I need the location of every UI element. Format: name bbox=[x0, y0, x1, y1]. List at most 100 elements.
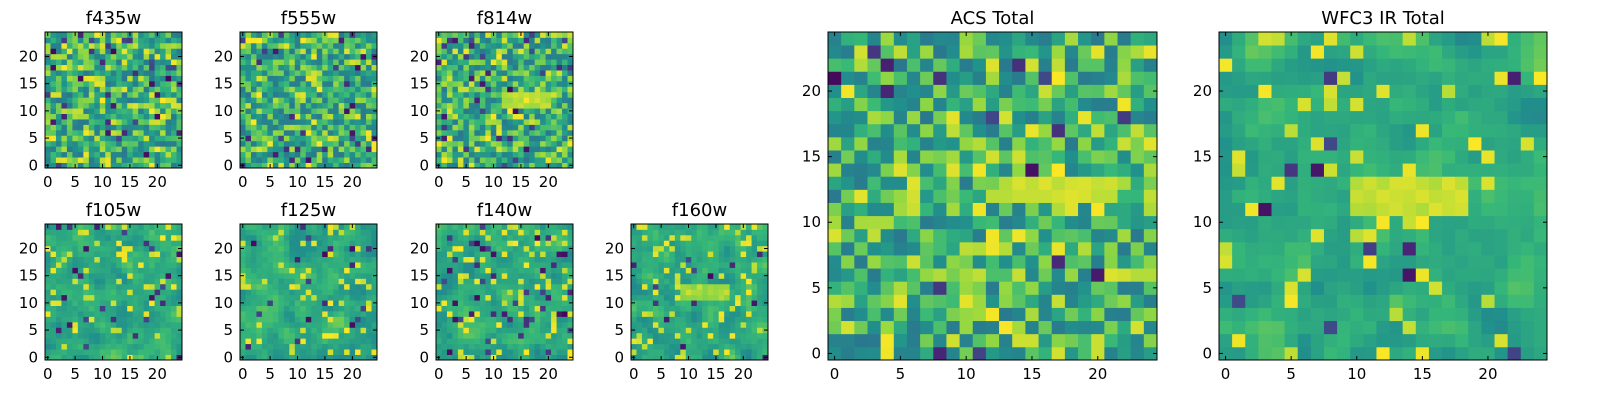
heatmap-cell bbox=[132, 262, 139, 268]
heatmap-cell bbox=[854, 281, 868, 295]
heatmap-cell bbox=[507, 75, 514, 82]
heatmap-cell bbox=[165, 37, 172, 44]
heatmap-cell bbox=[322, 157, 329, 163]
heatmap-cell bbox=[121, 321, 128, 328]
heatmap-cell bbox=[261, 86, 268, 93]
heatmap-cell bbox=[713, 267, 720, 274]
heatmap-cell bbox=[154, 53, 161, 60]
heatmap-cell bbox=[685, 349, 692, 355]
heatmap-cell bbox=[245, 294, 252, 301]
heatmap-cell bbox=[567, 278, 574, 285]
heatmap-cell bbox=[272, 245, 279, 252]
heatmap-cell bbox=[245, 349, 252, 355]
heatmap-cell bbox=[457, 316, 464, 323]
heatmap-cell bbox=[88, 108, 95, 114]
heatmap-cell bbox=[311, 108, 318, 114]
heatmap-cell bbox=[652, 311, 659, 317]
heatmap-cell bbox=[647, 234, 654, 241]
heatmap-cell bbox=[867, 346, 882, 361]
heatmap-cell bbox=[143, 229, 150, 236]
heatmap-cell bbox=[294, 316, 301, 323]
heatmap-cell bbox=[707, 256, 714, 263]
heatmap-cell bbox=[72, 157, 79, 163]
heatmap-cell bbox=[496, 234, 503, 241]
heatmap-cell bbox=[485, 332, 492, 339]
heatmap-cell bbox=[1143, 320, 1158, 335]
heatmap-cell bbox=[452, 102, 459, 109]
heatmap-cell bbox=[507, 267, 514, 274]
heatmap-cell bbox=[121, 91, 128, 98]
heatmap-cell bbox=[512, 53, 519, 60]
heatmap-cell bbox=[496, 91, 503, 98]
heatmap-cell bbox=[946, 333, 960, 348]
heatmap-cell bbox=[245, 283, 252, 290]
heatmap-cell bbox=[322, 75, 329, 82]
heatmap-cell bbox=[933, 176, 947, 190]
heatmap-cell bbox=[66, 278, 73, 285]
heatmap-cell bbox=[762, 332, 769, 339]
heatmap-cell bbox=[338, 119, 345, 125]
heatmap-cell bbox=[496, 129, 503, 136]
heatmap-cell bbox=[160, 283, 166, 290]
heatmap-cell bbox=[735, 283, 741, 290]
heatmap-cell bbox=[762, 283, 769, 290]
heatmap-cell bbox=[311, 305, 318, 312]
heatmap-cell bbox=[468, 108, 475, 114]
heatmap-cell bbox=[479, 251, 486, 258]
heatmap-cell bbox=[110, 327, 117, 334]
heatmap-cell bbox=[724, 272, 731, 279]
heatmap-cell bbox=[920, 281, 934, 295]
heatmap-cell bbox=[338, 42, 345, 49]
heatmap-cell bbox=[762, 229, 769, 236]
heatmap-cell bbox=[160, 75, 166, 82]
heatmap-cell bbox=[1104, 320, 1118, 335]
heatmap-cell bbox=[647, 251, 654, 258]
heatmap-cell bbox=[446, 70, 453, 76]
heatmap-cell bbox=[457, 327, 464, 334]
heatmap-cell bbox=[333, 245, 340, 252]
heatmap-cell bbox=[138, 64, 145, 71]
heatmap-cell bbox=[311, 80, 318, 87]
heatmap-cell bbox=[121, 124, 128, 131]
heatmap-cell bbox=[446, 53, 453, 60]
heatmap-cell bbox=[349, 229, 356, 236]
heatmap-cell bbox=[641, 349, 648, 355]
heatmap-cell bbox=[55, 240, 62, 247]
heatmap-cell bbox=[906, 215, 921, 230]
x-tick-label: 10 bbox=[484, 173, 503, 191]
heatmap-cell bbox=[463, 91, 470, 98]
heatmap-cell bbox=[61, 32, 68, 38]
heatmap-cell bbox=[344, 349, 350, 355]
heatmap-cell bbox=[316, 234, 323, 241]
heatmap-cell bbox=[920, 215, 934, 230]
heatmap-cell bbox=[518, 321, 525, 328]
heatmap-cell bbox=[452, 59, 459, 66]
heatmap-cell bbox=[316, 32, 323, 38]
heatmap-cell bbox=[355, 151, 361, 158]
heatmap-cell bbox=[99, 327, 106, 334]
heatmap-cell bbox=[77, 37, 84, 44]
heatmap-cell bbox=[154, 124, 161, 131]
heatmap-cell bbox=[490, 53, 497, 60]
y-tick-label: 0 bbox=[28, 348, 38, 366]
heatmap-cell bbox=[240, 343, 246, 350]
heatmap-cell bbox=[272, 311, 279, 317]
heatmap-cell bbox=[160, 262, 166, 268]
heatmap-cell bbox=[283, 108, 290, 114]
heatmap-cell bbox=[240, 332, 246, 339]
heatmap-cell bbox=[702, 289, 709, 296]
heatmap-cell bbox=[906, 202, 921, 217]
heatmap-cell bbox=[658, 262, 665, 268]
heatmap-cell bbox=[132, 64, 139, 71]
heatmap-cell bbox=[305, 48, 312, 55]
heatmap-cell bbox=[1130, 228, 1145, 243]
heatmap-cell bbox=[143, 108, 150, 114]
heatmap-cell bbox=[316, 338, 323, 345]
heatmap-cell bbox=[485, 80, 492, 87]
heatmap-cell bbox=[436, 332, 442, 339]
heatmap-cell bbox=[551, 256, 557, 263]
heatmap-cell bbox=[116, 162, 123, 169]
heatmap-cell bbox=[121, 146, 128, 153]
heatmap-cell bbox=[360, 135, 367, 142]
heatmap-cell bbox=[261, 53, 268, 60]
